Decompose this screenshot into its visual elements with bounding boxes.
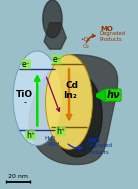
- Text: -: -: [23, 98, 26, 108]
- Text: MO: MO: [100, 26, 113, 32]
- Text: •OH: •OH: [47, 142, 59, 146]
- Text: e⁻: e⁻: [22, 60, 30, 69]
- Text: O₂: O₂: [83, 44, 90, 49]
- Text: H₂O: H₂O: [44, 136, 55, 141]
- Text: h⁺: h⁺: [26, 131, 35, 140]
- Text: Cd: Cd: [65, 81, 78, 91]
- Polygon shape: [43, 0, 62, 38]
- Polygon shape: [29, 55, 118, 164]
- Text: e⁻: e⁻: [52, 55, 61, 64]
- Text: 20 nm: 20 nm: [8, 174, 28, 179]
- Polygon shape: [44, 23, 66, 49]
- Text: h⁺: h⁺: [56, 127, 65, 136]
- Ellipse shape: [13, 51, 61, 146]
- Ellipse shape: [46, 55, 92, 149]
- Text: MO: MO: [88, 138, 100, 144]
- Text: Degraded
Products: Degraded Products: [99, 31, 125, 42]
- Text: •O₂⁻: •O₂⁻: [80, 37, 94, 42]
- Text: TiO: TiO: [16, 90, 33, 99]
- Polygon shape: [52, 74, 102, 157]
- Text: In₂: In₂: [63, 91, 77, 100]
- Text: Degraded
Products: Degraded Products: [87, 143, 113, 155]
- Text: hν: hν: [106, 90, 120, 100]
